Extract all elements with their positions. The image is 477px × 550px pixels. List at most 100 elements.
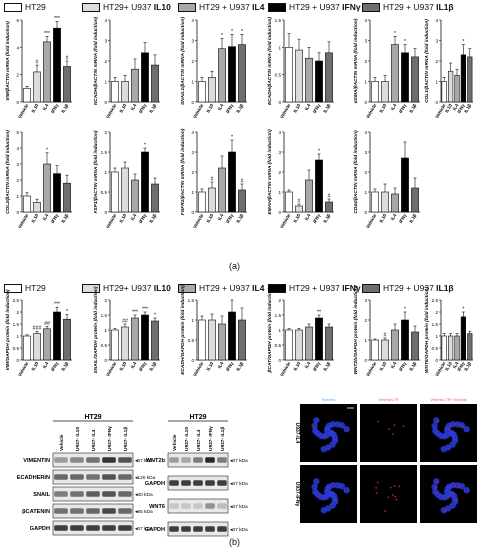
nucleus-mark (463, 487, 470, 494)
bar (63, 66, 71, 103)
kda-marker: ◂57 kDa (135, 458, 153, 464)
bar (121, 167, 129, 213)
legend-label: HT29 (25, 283, 46, 293)
blot-band (169, 503, 179, 509)
x-tick-label: IL4 (390, 361, 398, 370)
bar (381, 339, 389, 361)
x-tick-label: IL10 (30, 213, 39, 224)
blot-band (70, 457, 84, 463)
significance-label: # (298, 199, 301, 205)
bar (53, 27, 61, 103)
vimentin-mark (458, 485, 461, 488)
y-tick-label: 1 (16, 194, 19, 199)
chart-2: 0 1 2 3 4 SNAIL1/βACTIN mRNA (fold induction)… (180, 17, 247, 119)
bar (295, 205, 303, 213)
x-tick-label: IL4 (130, 213, 138, 222)
bar (141, 52, 149, 103)
y-tick-label: 2 (104, 130, 107, 135)
x-tick-label: IFNγ (138, 103, 148, 115)
legend-item: HT29 + U937 IL1β (362, 2, 454, 12)
x-tick-label: Vehicle (279, 103, 291, 120)
vimentin-mark (395, 498, 398, 501)
y-tick-label: 4 (16, 146, 19, 151)
x-tick-label: IL10 (118, 213, 127, 224)
blot-band (54, 525, 68, 531)
channel-label: Vimentin-TR+ Hoechst (430, 398, 466, 402)
y-tick-label: 0 (104, 210, 107, 215)
nucleus-mark (329, 481, 337, 489)
nucleus-mark (431, 422, 438, 430)
legend-label: HT29 + U937 IL1β (383, 2, 454, 12)
y-tick-label: 3 (364, 39, 367, 44)
y-tick-label: 3 (278, 150, 281, 155)
y-tick-label: 1 (435, 334, 438, 339)
bar (228, 311, 236, 361)
nucleus-mark (311, 483, 318, 491)
bar (23, 195, 31, 213)
bar (467, 56, 473, 103)
significance-label: * (318, 149, 320, 155)
nucleus-mark (448, 491, 455, 498)
bar (325, 326, 333, 361)
significance-label: ## (44, 321, 50, 327)
nucleus-mark (329, 502, 336, 509)
y-tick-label: 1 (104, 170, 107, 175)
kda-marker: ◂120 kDa (135, 475, 156, 481)
x-tick-label: IFNγ (138, 361, 148, 373)
blot-band (181, 503, 191, 509)
significance-label: * (404, 39, 406, 45)
x-tick-label: IL4 (130, 103, 138, 112)
y-tick-label: 3 (104, 39, 107, 44)
lane-label: U937- IL1β (220, 427, 226, 451)
chart-12: 0 0.5 1 1.5 2 SNAIL/GAPDH protein (fold induc… (93, 286, 160, 377)
nucleus-mark (314, 430, 321, 437)
nucleus-mark (449, 441, 456, 448)
y-tick-label: 0 (278, 210, 281, 215)
x-tick-label: IFNγ (225, 213, 235, 225)
blot-band (102, 457, 116, 463)
significance-label: * (154, 313, 156, 319)
bar (285, 47, 293, 103)
legend-item: HT29 + U937 IL1β (362, 283, 454, 293)
legend-swatch (268, 283, 286, 293)
y-axis-label: αSMA/βACTIN mRNA (fold induction) (353, 18, 359, 103)
y-tick-label: 3 (364, 298, 367, 303)
x-tick-label: IL1β (408, 103, 417, 114)
y-tick-label: 4 (435, 18, 438, 23)
significance-label: * (404, 307, 406, 313)
x-tick-label: IL4 (452, 103, 460, 112)
bar (325, 201, 333, 213)
channel-label: Hoechst (322, 398, 335, 402)
vimentin-mark (393, 424, 396, 427)
legend-item: HT29 + U937 IFNγ (268, 2, 361, 12)
y-tick-label: 0 (435, 358, 438, 363)
lane-label: Vehicle (59, 434, 65, 451)
x-tick-label: IL10 (205, 213, 214, 224)
blot-band (217, 480, 227, 486)
y-tick-label: 1.5 (432, 322, 439, 327)
y-tick-label: 0 (364, 358, 367, 363)
x-tick-label: IFNγ (398, 103, 408, 115)
x-tick-label: IFNγ (225, 103, 235, 115)
blot-band (102, 491, 116, 497)
y-tick-label: 2 (278, 298, 281, 303)
lane-label: U937- IL1β (123, 427, 129, 451)
blot-band (118, 474, 132, 480)
x-tick-label: IFNγ (312, 361, 322, 373)
micrograph-tile (360, 465, 417, 523)
bar (33, 202, 41, 213)
bar (53, 311, 61, 361)
bar (295, 329, 303, 361)
significance-label: # (36, 60, 39, 66)
nucleus-mark (311, 422, 318, 430)
y-axis-label: FSP1/βACTIN mRNA (fold induction) (93, 130, 99, 213)
bar (151, 183, 159, 213)
y-tick-label: 1 (191, 190, 194, 195)
nucleus-mark (434, 491, 441, 498)
x-tick-label: IL4 (452, 361, 460, 370)
protein-label: GAPDH (145, 481, 165, 487)
lane-label: U937- IL4 (196, 429, 202, 451)
legend-label: HT29 + U937 IL1β (383, 283, 454, 293)
